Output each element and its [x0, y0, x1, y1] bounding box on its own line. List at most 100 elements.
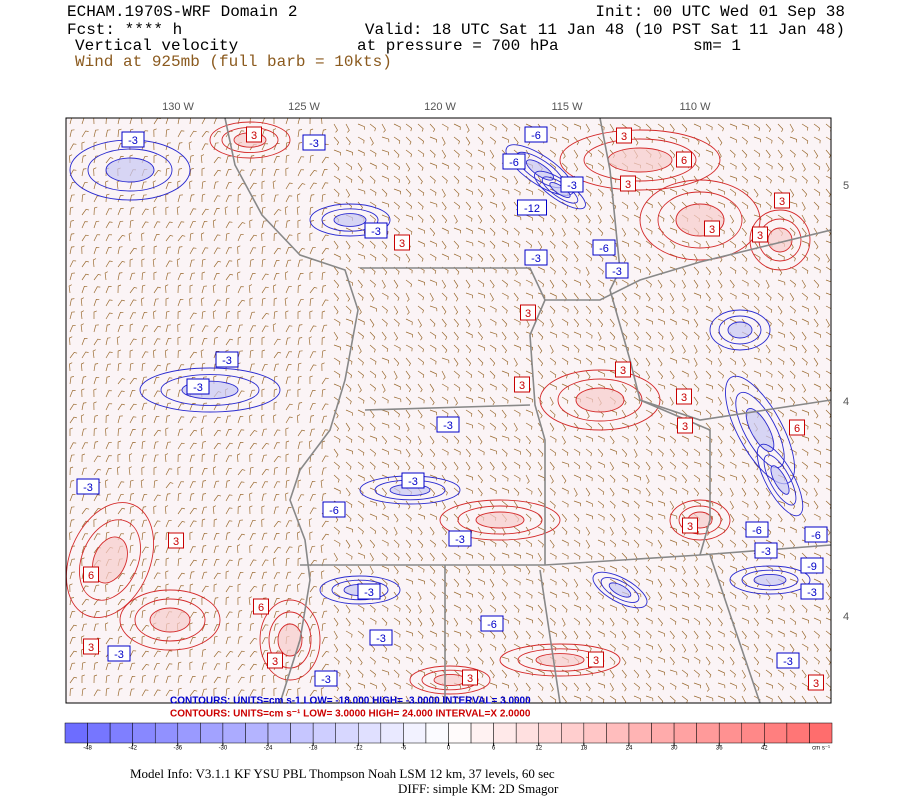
colorbar-unit: cm s⁻¹ — [812, 746, 830, 752]
model-info: Model Info: V3.1.1 KF YSU PBL Thompson N… — [130, 766, 555, 781]
contour-label-box — [588, 651, 604, 668]
colorbar-cell — [64, 722, 88, 744]
contour-label: 6 — [681, 155, 687, 167]
colorbar-cell — [312, 722, 336, 744]
contour-label-box — [357, 583, 381, 600]
boundary — [599, 118, 711, 556]
colorbar-cell — [380, 722, 404, 744]
updraft-contour — [119, 589, 221, 651]
contour-label-box — [676, 388, 692, 405]
colorbar-tick-label: -48 — [83, 746, 92, 752]
colorbar-cell — [470, 722, 494, 744]
updraft-contour — [657, 191, 743, 249]
contour-label: -3 — [321, 674, 331, 686]
contour-label: -3 — [83, 482, 93, 494]
contour-label-box — [524, 249, 548, 266]
contour-label-box — [776, 652, 800, 669]
contour-label-box — [808, 674, 824, 691]
contour-label: -3 — [807, 587, 817, 599]
downdraft-contour — [331, 579, 389, 601]
colorbar-cell — [87, 722, 111, 744]
contour-label: -3 — [309, 138, 319, 150]
colorbar-tick-label: -36 — [173, 746, 182, 752]
updraft-contour — [79, 519, 141, 601]
longitude-label: 130 W — [162, 101, 194, 113]
updraft-contour — [439, 499, 561, 541]
colorbar: -48 -42 -36 -30 -24 -18 -12 -6 0 6 12 18 24 30 36 42 cm … — [64, 722, 833, 752]
colorbar-tick-label: 6 — [492, 746, 496, 752]
contour-label: 3 — [251, 130, 257, 142]
contour-label: 6 — [258, 602, 264, 614]
updraft-contour — [433, 673, 467, 687]
contour-label-box — [774, 192, 790, 209]
downdraft-contour — [727, 321, 753, 339]
longitude-label: 120 W — [424, 101, 456, 113]
contour-label: -3 — [531, 253, 541, 265]
contour-label: 3 — [620, 365, 626, 377]
contour-label-box — [800, 557, 824, 574]
downdraft-contour — [160, 374, 260, 406]
updraft-contour — [539, 369, 661, 431]
contour-label: -3 — [567, 180, 577, 192]
downdraft-contour — [309, 203, 391, 237]
colorbar-cell — [515, 722, 539, 744]
contour-label-box — [677, 417, 693, 434]
contour-label-box — [448, 530, 472, 547]
colorbar-cell — [673, 722, 697, 744]
boundary — [709, 554, 761, 703]
downdraft-contour — [319, 575, 401, 605]
colorbar-tick-label: 0 — [447, 746, 451, 752]
contour-label-box — [682, 517, 698, 534]
downdraft-contour — [709, 309, 771, 351]
colorbar-cell — [448, 722, 472, 744]
updraft-contour — [749, 209, 811, 271]
wind-note: Wind at 925mb (full barb = 10kts) — [75, 53, 392, 71]
contour-label-box — [302, 134, 326, 151]
colorbar-cell — [651, 722, 675, 744]
updraft-contour — [535, 653, 585, 667]
colorbar-cell — [200, 722, 224, 744]
contour-label: -3 — [783, 656, 793, 668]
contour-label-box — [83, 566, 99, 583]
colorbar-cell — [493, 722, 517, 744]
contour-label-box — [514, 376, 530, 393]
colorbar-tick-label: 24 — [626, 746, 633, 752]
contour-label-box — [253, 598, 269, 615]
contour-label-box — [800, 583, 824, 600]
contour-label: -6 — [811, 530, 821, 542]
contour-label-box — [394, 234, 410, 251]
contour-label-box — [401, 472, 425, 489]
downdraft-contour — [333, 213, 367, 227]
contour-label-box — [592, 239, 616, 256]
contour-label-box — [517, 199, 547, 216]
boundary — [545, 229, 831, 301]
diff-info: DIFF: simple KM: 2D Smagor — [398, 781, 559, 796]
boundary — [539, 569, 561, 703]
contour-label: -6 — [329, 505, 339, 517]
contour-label-box — [480, 615, 504, 632]
contour-info-positive: CONTOURS: UNITS=cm s⁻¹ LOW= 3.0000 HIGH=… — [170, 709, 531, 720]
colorbar-cell — [290, 722, 314, 744]
contour-label: -3 — [376, 633, 386, 645]
colorbar-cell — [696, 722, 720, 744]
contour-label: 3 — [625, 179, 631, 191]
updraft-contour — [678, 505, 722, 535]
colorbar-cell — [809, 722, 833, 744]
downdraft-contour — [745, 408, 775, 452]
colorbar-cell — [154, 722, 179, 744]
updraft-contour — [259, 599, 321, 681]
longitude-label: 125 W — [288, 101, 320, 113]
contour-label: -3 — [612, 266, 622, 278]
contour-label: -6 — [531, 130, 541, 142]
colorbar-cell — [538, 722, 562, 744]
contour-label-box — [364, 222, 388, 239]
contour-label: -3 — [455, 534, 465, 546]
downdraft-contour — [600, 577, 640, 603]
contour-label-box — [560, 176, 584, 193]
colorbar-tick-label: -30 — [219, 746, 228, 752]
contour-label: 3 — [88, 642, 94, 654]
contour-label: -6 — [487, 619, 497, 631]
updraft-contour — [499, 643, 621, 677]
